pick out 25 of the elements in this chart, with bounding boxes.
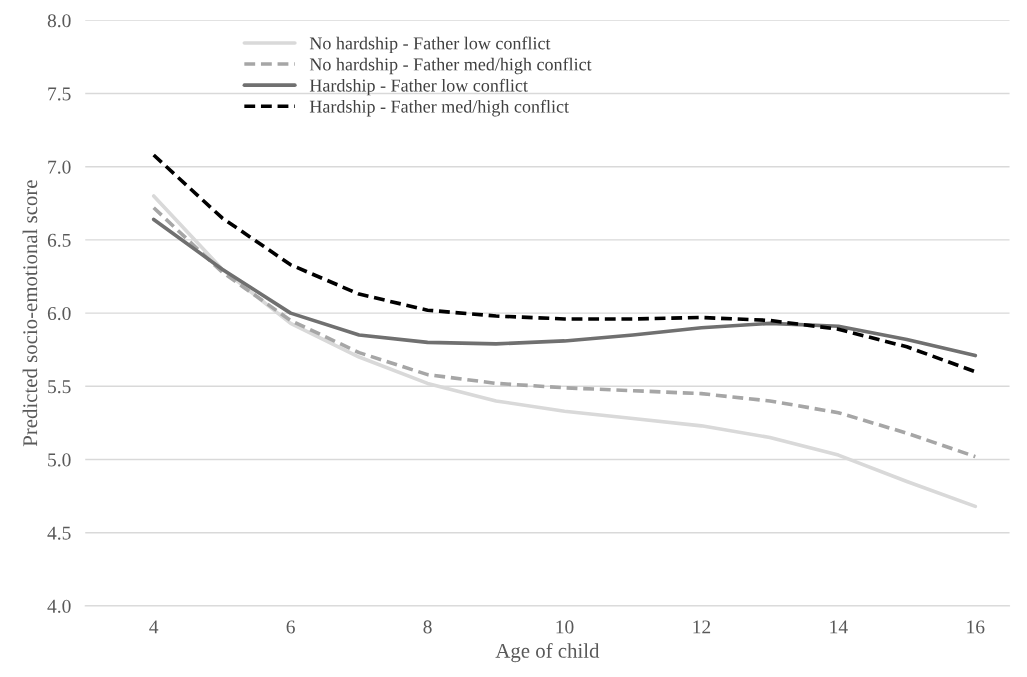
line-series [151, 153, 978, 374]
y-axis-title: Predicted socio-emotional score [22, 180, 38, 447]
legend-label: Hardship - Father low conflict [309, 78, 528, 96]
y-tick-label: 6.0 [47, 306, 71, 321]
y-tick-label: 4.5 [47, 526, 71, 540]
legend-label: No hardship - Father med/high conflict [309, 57, 592, 75]
y-tick-label: 8.0 [47, 14, 71, 28]
x-tick-label: 8 [423, 620, 432, 634]
y-tick-label: 5.5 [48, 380, 71, 394]
line-series [151, 205, 978, 459]
y-tick-label: 7.0 [48, 160, 71, 174]
line-series [151, 217, 978, 358]
x-tick-label: 12 [693, 620, 711, 634]
x-tick-label: 10 [556, 620, 574, 634]
x-axis-title: Age of child [495, 642, 600, 663]
x-tick-label: 4 [149, 620, 159, 634]
x-tick-label: 16 [967, 620, 985, 634]
legend-label: No hardship - Father low conflict [309, 36, 551, 54]
x-tick-label: 6 [286, 620, 295, 634]
x-tick-label: 14 [830, 620, 848, 634]
y-tick-label: 5.0 [48, 453, 71, 467]
y-tick-label: 4.0 [47, 599, 71, 613]
y-tick-label: 6.5 [47, 233, 71, 247]
y-tick-label: 7.5 [48, 87, 71, 101]
legend-label: Hardship - Father med/high conflict [309, 99, 569, 117]
